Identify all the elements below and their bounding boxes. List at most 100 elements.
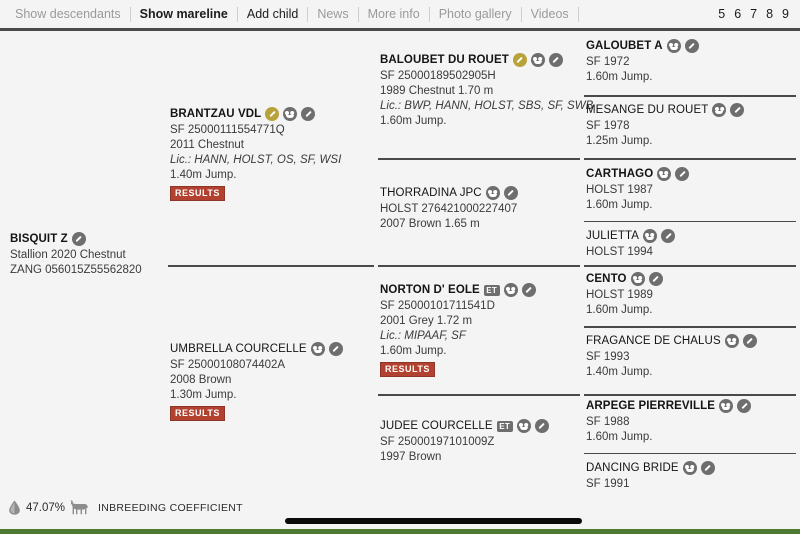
nav-item-photo-gallery[interactable]: Photo gallery: [438, 7, 512, 21]
horse-performance-line: 1.25m Jump.: [586, 135, 653, 147]
pedigree-icon[interactable]: [630, 272, 645, 286]
horse-name-row: MESANGE DU ROUET: [586, 103, 790, 117]
edit-icon[interactable]: [301, 107, 316, 121]
pedigree-cell-ggp-5[interactable]: CENTO HOLST 1989 1.60m Jump.: [584, 272, 796, 318]
horse-name[interactable]: THORRADINA JPC: [380, 187, 482, 199]
pedigree-icon[interactable]: [724, 334, 739, 348]
nav-item-show-descendants[interactable]: Show descendants: [15, 7, 121, 21]
edit-icon[interactable]: [730, 103, 745, 117]
edit-icon[interactable]: [328, 342, 343, 356]
horse-performance-line: 1.40m Jump.: [586, 366, 653, 378]
horse-id-line: SF 1972: [586, 56, 630, 68]
pedigree-icon[interactable]: [682, 461, 697, 475]
pedigree-cell-ggp-2[interactable]: MESANGE DU ROUET SF 1978 1.25m Jump.: [584, 103, 796, 149]
horse-name[interactable]: BALOUBET DU ROUET: [380, 54, 509, 66]
horse-name[interactable]: JUDEE COURCELLE: [380, 420, 493, 432]
edit-icon[interactable]: [71, 232, 86, 246]
embryo-transfer-badge[interactable]: ET: [483, 284, 500, 296]
generation-option-8[interactable]: 8: [766, 7, 774, 21]
results-badge[interactable]: RESULTS: [170, 406, 225, 421]
results-badge[interactable]: RESULTS: [170, 186, 225, 201]
horizontal-scrollbar-thumb[interactable]: [285, 518, 582, 524]
generation-option-6[interactable]: 6: [734, 7, 742, 21]
edit-icon[interactable]: [534, 419, 549, 433]
horse-name[interactable]: UMBRELLA COURCELLE: [170, 343, 307, 355]
pedigree-icon[interactable]: [310, 342, 325, 356]
tree-divider: [584, 453, 796, 454]
nav-item-news[interactable]: News: [317, 7, 349, 21]
stud-book-icon[interactable]: [265, 107, 280, 121]
nav-separator: [129, 6, 131, 22]
pedigree-cell-grandsire-1[interactable]: BALOUBET DU ROUET SF 25000189502905H 198…: [378, 53, 593, 129]
pedigree-icon[interactable]: [485, 186, 500, 200]
pedigree-icon[interactable]: [712, 103, 727, 117]
horse-id-line: HOLST 1989: [586, 289, 653, 301]
generation-option-9[interactable]: 9: [782, 7, 789, 21]
nav-separator: [236, 6, 238, 22]
pedigree-cell-dam[interactable]: UMBRELLA COURCELLE SF 25000108074402A 20…: [168, 342, 374, 421]
horse-name[interactable]: NORTON D' EOLE: [380, 284, 480, 296]
edit-icon[interactable]: [548, 53, 563, 67]
horse-name[interactable]: MESANGE DU ROUET: [586, 104, 709, 116]
horse-name[interactable]: ARPEGE PIERREVILLE: [586, 400, 715, 412]
horse-name[interactable]: CARTHAGO: [586, 168, 654, 180]
pedigree-cell-subject[interactable]: BISQUIT Z Stallion 2020 Chestnut ZANG 05…: [8, 232, 166, 278]
results-badge[interactable]: RESULTS: [380, 362, 435, 377]
embryo-transfer-badge[interactable]: ET: [496, 420, 513, 432]
horse-licence-line: Lic.: HANN, HOLST, OS, SF, WSI: [170, 154, 342, 166]
pedigree-cell-ggp-3[interactable]: CARTHAGO HOLST 1987 1.60m Jump.: [584, 167, 796, 213]
pedigree-cell-ggp-4[interactable]: JULIETTA HOLST 1994: [584, 229, 796, 260]
stud-book-icon[interactable]: [512, 53, 527, 67]
edit-icon[interactable]: [736, 399, 751, 413]
pedigree-icon[interactable]: [718, 399, 733, 413]
pedigree-icon[interactable]: [642, 229, 657, 243]
horse-name[interactable]: FRAGANCE DE CHALUS: [586, 335, 721, 347]
pedigree-column-parents: BRANTZAU VDL SF 25000111554771Q 2011 Che…: [168, 31, 378, 496]
edit-icon[interactable]: [684, 39, 699, 53]
pedigree-icon[interactable]: [530, 53, 545, 67]
pedigree-icon[interactable]: [666, 39, 681, 53]
edit-icon[interactable]: [742, 334, 757, 348]
inbreeding-value: 47.07%: [26, 501, 66, 514]
pedigree-cell-grandsire-2[interactable]: NORTON D' EOLE ET SF 25000101711541D 200…: [378, 283, 580, 377]
pedigree-icon[interactable]: [503, 283, 518, 297]
nav-item-show-mareline[interactable]: Show mareline: [139, 7, 228, 21]
pedigree-cell-ggp-6[interactable]: FRAGANCE DE CHALUS SF 1993 1.40m Jump.: [584, 334, 796, 380]
generation-option-5[interactable]: 5: [718, 7, 726, 21]
pedigree-cell-sire[interactable]: BRANTZAU VDL SF 25000111554771Q 2011 Che…: [168, 107, 374, 201]
edit-icon[interactable]: [648, 272, 663, 286]
edit-icon[interactable]: [700, 461, 715, 475]
horse-name[interactable]: BISQUIT Z: [10, 233, 68, 245]
horse-name[interactable]: JULIETTA: [586, 230, 639, 242]
horse-name[interactable]: CENTO: [586, 273, 627, 285]
pedigree-cell-ggp-1[interactable]: GALOUBET A SF 1972 1.60m Jump.: [584, 39, 796, 85]
edit-icon[interactable]: [503, 186, 518, 200]
horse-name-row: GALOUBET A: [586, 39, 790, 53]
horse-performance-line: 1.40m Jump.: [170, 169, 237, 181]
pedigree-cell-ggp-8[interactable]: DANCING BRIDE SF 1991: [584, 461, 796, 492]
pedigree-cell-granddam-2[interactable]: JUDEE COURCELLE ET SF 25000197101009Z 19…: [378, 419, 580, 465]
horse-performance-line: 1.60m Jump.: [586, 431, 653, 443]
nav-item-more-info[interactable]: More info: [367, 7, 420, 21]
horse-id-line: SF 1993: [586, 351, 630, 363]
pedigree-icon[interactable]: [516, 419, 531, 433]
pedigree-cell-granddam-1[interactable]: THORRADINA JPC HOLST 276421000227407 200…: [378, 186, 580, 232]
pedigree-column-grandparents: BALOUBET DU ROUET SF 25000189502905H 198…: [378, 31, 593, 496]
pedigree-icon[interactable]: [283, 107, 298, 121]
horse-name[interactable]: GALOUBET A: [586, 40, 663, 52]
nav-item-videos[interactable]: Videos: [530, 7, 569, 21]
horse-name[interactable]: BRANTZAU VDL: [170, 108, 262, 120]
horse-performance-line: 1.60m Jump.: [586, 71, 653, 83]
edit-icon[interactable]: [521, 283, 536, 297]
horse-id-line: SF 1978: [586, 120, 630, 132]
edit-icon[interactable]: [675, 167, 690, 181]
horse-licence-line: Lic.: MIPAAF, SF: [380, 330, 466, 342]
horse-performance-line: 1.60m Jump.: [586, 199, 653, 211]
inbreeding-label: INBREEDING COEFFICIENT: [98, 501, 243, 514]
pedigree-cell-ggp-7[interactable]: ARPEGE PIERREVILLE SF 1988 1.60m Jump.: [584, 399, 796, 445]
edit-icon[interactable]: [660, 229, 675, 243]
horse-name[interactable]: DANCING BRIDE: [586, 462, 679, 474]
generation-option-7[interactable]: 7: [750, 7, 758, 21]
pedigree-icon[interactable]: [657, 167, 672, 181]
nav-item-add-child[interactable]: Add child: [246, 7, 299, 21]
